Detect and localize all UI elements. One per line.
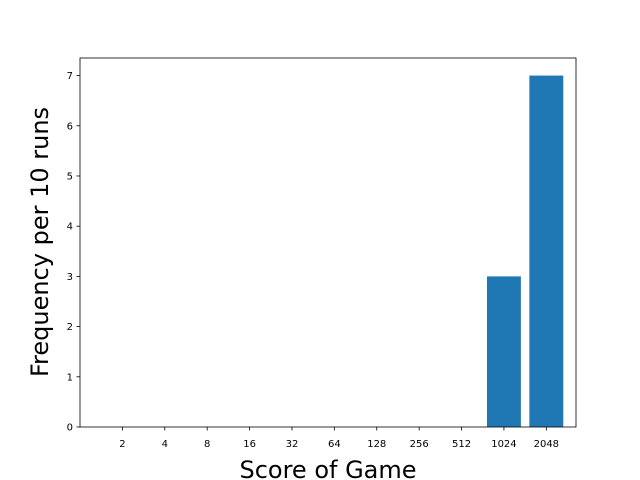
x-tick-label: 16 [243, 439, 256, 450]
y-tick-label: 5 [67, 171, 73, 182]
y-tick-label: 6 [67, 121, 73, 132]
x-tick-label: 1024 [491, 439, 516, 450]
x-tick-label: 256 [410, 439, 429, 450]
bars-group [486, 75, 564, 428]
bar-1024 [486, 276, 521, 427]
y-tick-label: 4 [67, 222, 73, 233]
y-tick-label: 0 [67, 423, 73, 434]
y-tick-label: 2 [67, 322, 73, 333]
x-tick-label: 8 [204, 439, 210, 450]
x-tick-label: 4 [162, 439, 168, 450]
y-axis-ticks: 0 1 2 3 4 5 6 7 [67, 71, 80, 434]
x-tick-label: 64 [328, 439, 341, 450]
y-tick-label: 3 [67, 272, 73, 283]
y-tick-label: 7 [67, 71, 73, 82]
x-tick-label: 128 [367, 439, 386, 450]
x-axis-label: Score of Game [239, 456, 416, 480]
y-tick-label: 1 [67, 372, 73, 383]
bar-2048 [529, 75, 564, 428]
x-tick-label: 32 [286, 439, 299, 450]
x-tick-label: 2048 [534, 439, 559, 450]
x-axis-ticks: 2 4 8 16 32 64 128 256 512 1024 2048 [119, 427, 559, 450]
plot-frame [79, 57, 577, 428]
x-tick-label: 2 [119, 439, 125, 450]
x-tick-label: 512 [452, 439, 471, 450]
y-axis-label: Frequency per 10 runs [26, 107, 54, 377]
